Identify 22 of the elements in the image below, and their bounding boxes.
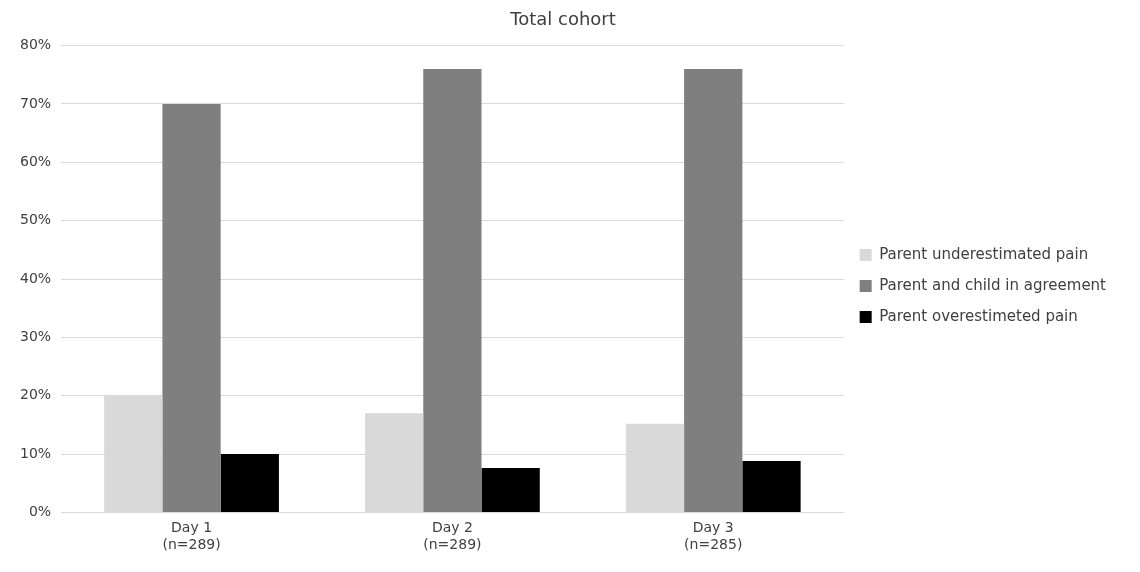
- x-tick-label: Day 2 (n=289): [423, 519, 482, 553]
- bar: [684, 68, 743, 512]
- y-tick-label: 40%: [19, 269, 52, 286]
- legend-label: Parent underestimated pain: [879, 244, 1089, 263]
- bar: [162, 103, 221, 512]
- y-tick-label: 60%: [19, 152, 52, 169]
- bar: [220, 454, 279, 512]
- y-tick-label: 30%: [19, 327, 52, 344]
- bar: [742, 461, 801, 512]
- x-tick-label: Day 1 (n=289): [162, 519, 221, 553]
- x-tick-label: Day 3 (n=285): [684, 519, 743, 553]
- legend-label: Parent and child in agreement: [879, 275, 1107, 294]
- bar: [423, 68, 482, 512]
- y-tick-label: 10%: [19, 444, 52, 461]
- y-tick-label: 20%: [19, 386, 52, 403]
- y-tick-label: 0%: [28, 503, 52, 520]
- chart-title: Total cohort: [509, 8, 616, 30]
- legend-label: Parent overestimeted pain: [879, 306, 1078, 325]
- y-tick-label: 50%: [19, 211, 52, 228]
- y-tick-label: 80%: [19, 36, 52, 53]
- bar: [481, 468, 540, 512]
- y-tick-label: 70%: [19, 94, 52, 111]
